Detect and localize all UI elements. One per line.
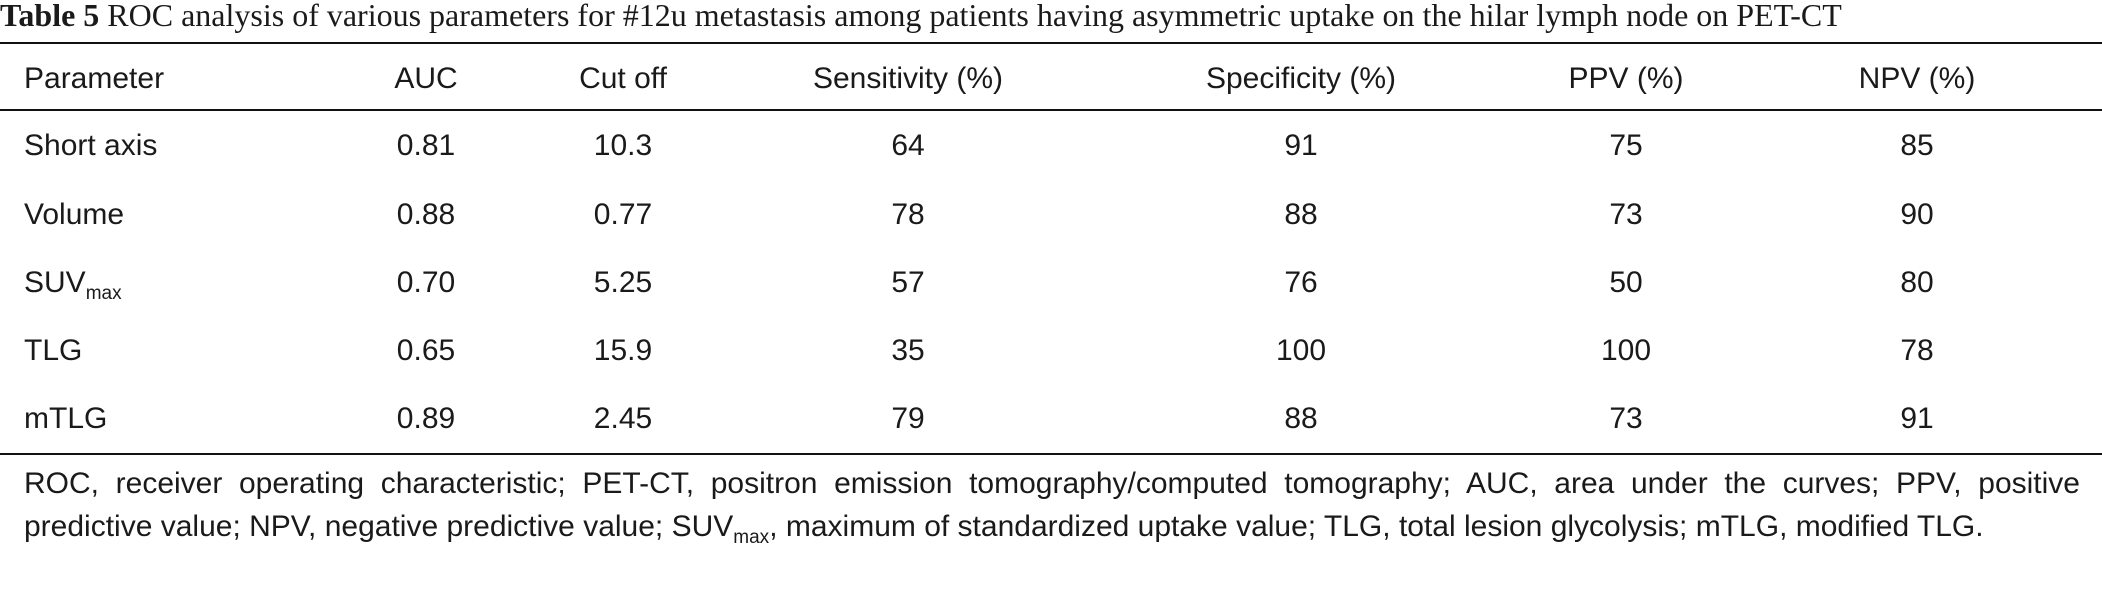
cell-sensitivity: 57 <box>891 266 925 299</box>
table-bottom-rule <box>0 453 2102 455</box>
cell-cut-off: 2.45 <box>593 402 653 435</box>
cell-sensitivity: 64 <box>891 129 925 162</box>
row-parameter-text: Short axis <box>24 129 158 162</box>
row-parameter: Short axis <box>0 111 364 181</box>
row-parameter-text: TLG <box>24 334 83 367</box>
footnote-text-part2: , maximum of standardized uptake value; … <box>769 510 1984 543</box>
row-parameter: mTLG <box>0 385 364 453</box>
table-row: Volume 0.88 0.77 78 88 73 90 <box>0 181 2102 249</box>
cell-sensitivity: 35 <box>891 334 925 367</box>
cell-auc: 0.65 <box>396 334 456 367</box>
table-row: Short axis 0.81 10.3 64 91 75 85 <box>0 111 2102 181</box>
row-parameter-text: Volume <box>24 198 125 231</box>
roc-table: Parameter AUC Cut off Sensitivity (%) Sp… <box>0 44 2102 453</box>
table-footnote: ROC, receiver operating characteristic; … <box>24 462 2080 548</box>
table-caption: Table 5 ROC analysis of various paramete… <box>0 0 2102 42</box>
cell-sensitivity: 79 <box>891 402 925 435</box>
row-parameter-text: mTLG <box>24 402 108 435</box>
cell-npv: 78 <box>1900 334 1934 367</box>
cell-auc: 0.81 <box>396 129 456 162</box>
header-specificity: Specificity (%) <box>1205 61 1397 95</box>
cell-auc: 0.70 <box>396 266 456 299</box>
row-parameter-text: SUV <box>24 266 86 299</box>
table-header-rule <box>0 109 2102 111</box>
row-parameter-subscript: max <box>85 283 122 304</box>
table-caption-text: ROC analysis of various parameters for #… <box>107 0 1842 33</box>
cell-cut-off: 15.9 <box>593 334 653 367</box>
cell-npv: 90 <box>1900 198 1934 231</box>
cell-cut-off: 0.77 <box>593 198 653 231</box>
footnote-text-part1: ROC, receiver operating characteristic; … <box>24 467 2080 543</box>
table-top-rule <box>0 42 2102 44</box>
footnote-subscript: max <box>733 527 770 548</box>
cell-specificity: 91 <box>1284 129 1318 162</box>
cell-specificity: 100 <box>1275 334 1327 367</box>
header-ppv: PPV (%) <box>1568 61 1684 95</box>
cell-specificity: 88 <box>1284 402 1318 435</box>
cell-specificity: 76 <box>1284 266 1318 299</box>
table-header-row: Parameter AUC Cut off Sensitivity (%) Sp… <box>0 44 2102 111</box>
cell-ppv: 73 <box>1609 198 1643 231</box>
header-npv: NPV (%) <box>1858 61 1976 95</box>
cell-npv: 85 <box>1900 129 1934 162</box>
cell-auc: 0.88 <box>396 198 456 231</box>
cell-npv: 91 <box>1900 402 1934 435</box>
row-parameter: TLG <box>0 317 364 385</box>
row-parameter: Volume <box>0 181 364 249</box>
cell-npv: 80 <box>1900 266 1934 299</box>
cell-ppv: 100 <box>1600 334 1652 367</box>
cell-ppv: 50 <box>1609 266 1643 299</box>
header-parameter: Parameter <box>24 61 165 95</box>
header-auc: AUC <box>394 61 458 95</box>
header-cut-off: Cut off <box>579 61 667 95</box>
table-row: mTLG 0.89 2.45 79 88 73 91 <box>0 385 2102 453</box>
cell-cut-off: 10.3 <box>593 129 653 162</box>
cell-auc: 0.89 <box>396 402 456 435</box>
cell-sensitivity: 78 <box>891 198 925 231</box>
table-caption-label: Table 5 <box>0 0 100 33</box>
cell-specificity: 88 <box>1284 198 1318 231</box>
table-row: TLG 0.65 15.9 35 100 100 78 <box>0 317 2102 385</box>
cell-ppv: 75 <box>1609 129 1643 162</box>
row-parameter: SUVmax <box>0 249 364 317</box>
cell-cut-off: 5.25 <box>593 266 653 299</box>
table-row: SUVmax 0.70 5.25 57 76 50 80 <box>0 249 2102 317</box>
header-sensitivity: Sensitivity (%) <box>812 61 1004 95</box>
cell-ppv: 73 <box>1609 402 1643 435</box>
